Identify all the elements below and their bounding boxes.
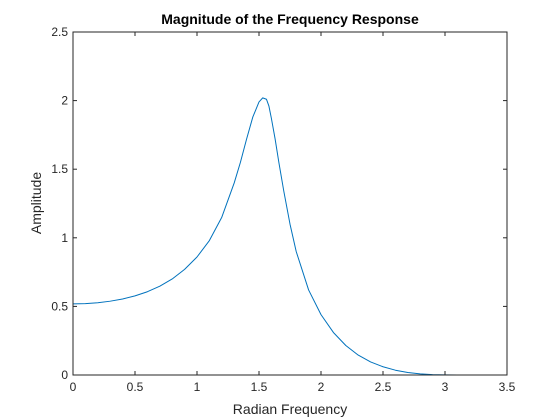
x-tick-label: 1.5 bbox=[251, 380, 268, 394]
y-tick-label: 1.5 bbox=[51, 162, 68, 176]
y-tick-label: 0.5 bbox=[51, 299, 68, 313]
x-tick-label: 2 bbox=[318, 380, 325, 394]
series-layer bbox=[72, 97, 463, 376]
x-tick-label: 3 bbox=[442, 380, 449, 394]
y-tick-label: 1 bbox=[61, 231, 68, 245]
axes-layer: 0 0.5 1 1.5 2 2.5 3 3.5 0 0.5 1 1.5 2 2.5 bbox=[51, 25, 515, 394]
series-line-0 bbox=[72, 97, 463, 376]
x-tick-label: 1 bbox=[194, 380, 201, 394]
x-tick-label: 0.5 bbox=[127, 380, 144, 394]
y-tick-label: 2 bbox=[61, 94, 68, 108]
x-tick-label: 0 bbox=[70, 380, 77, 394]
x-axis-label: Radian Frequency bbox=[233, 401, 347, 417]
plot-area bbox=[73, 32, 507, 375]
y-axis-label: Amplitude bbox=[28, 172, 44, 234]
y-tick-label: 2.5 bbox=[51, 25, 68, 39]
chart-title: Magnitude of the Frequency Response bbox=[161, 11, 419, 27]
axes-box bbox=[72, 31, 508, 376]
y-tick-label: 0 bbox=[61, 368, 68, 382]
x-tick-label: 3.5 bbox=[499, 380, 516, 394]
x-tick-label: 2.5 bbox=[375, 380, 392, 394]
